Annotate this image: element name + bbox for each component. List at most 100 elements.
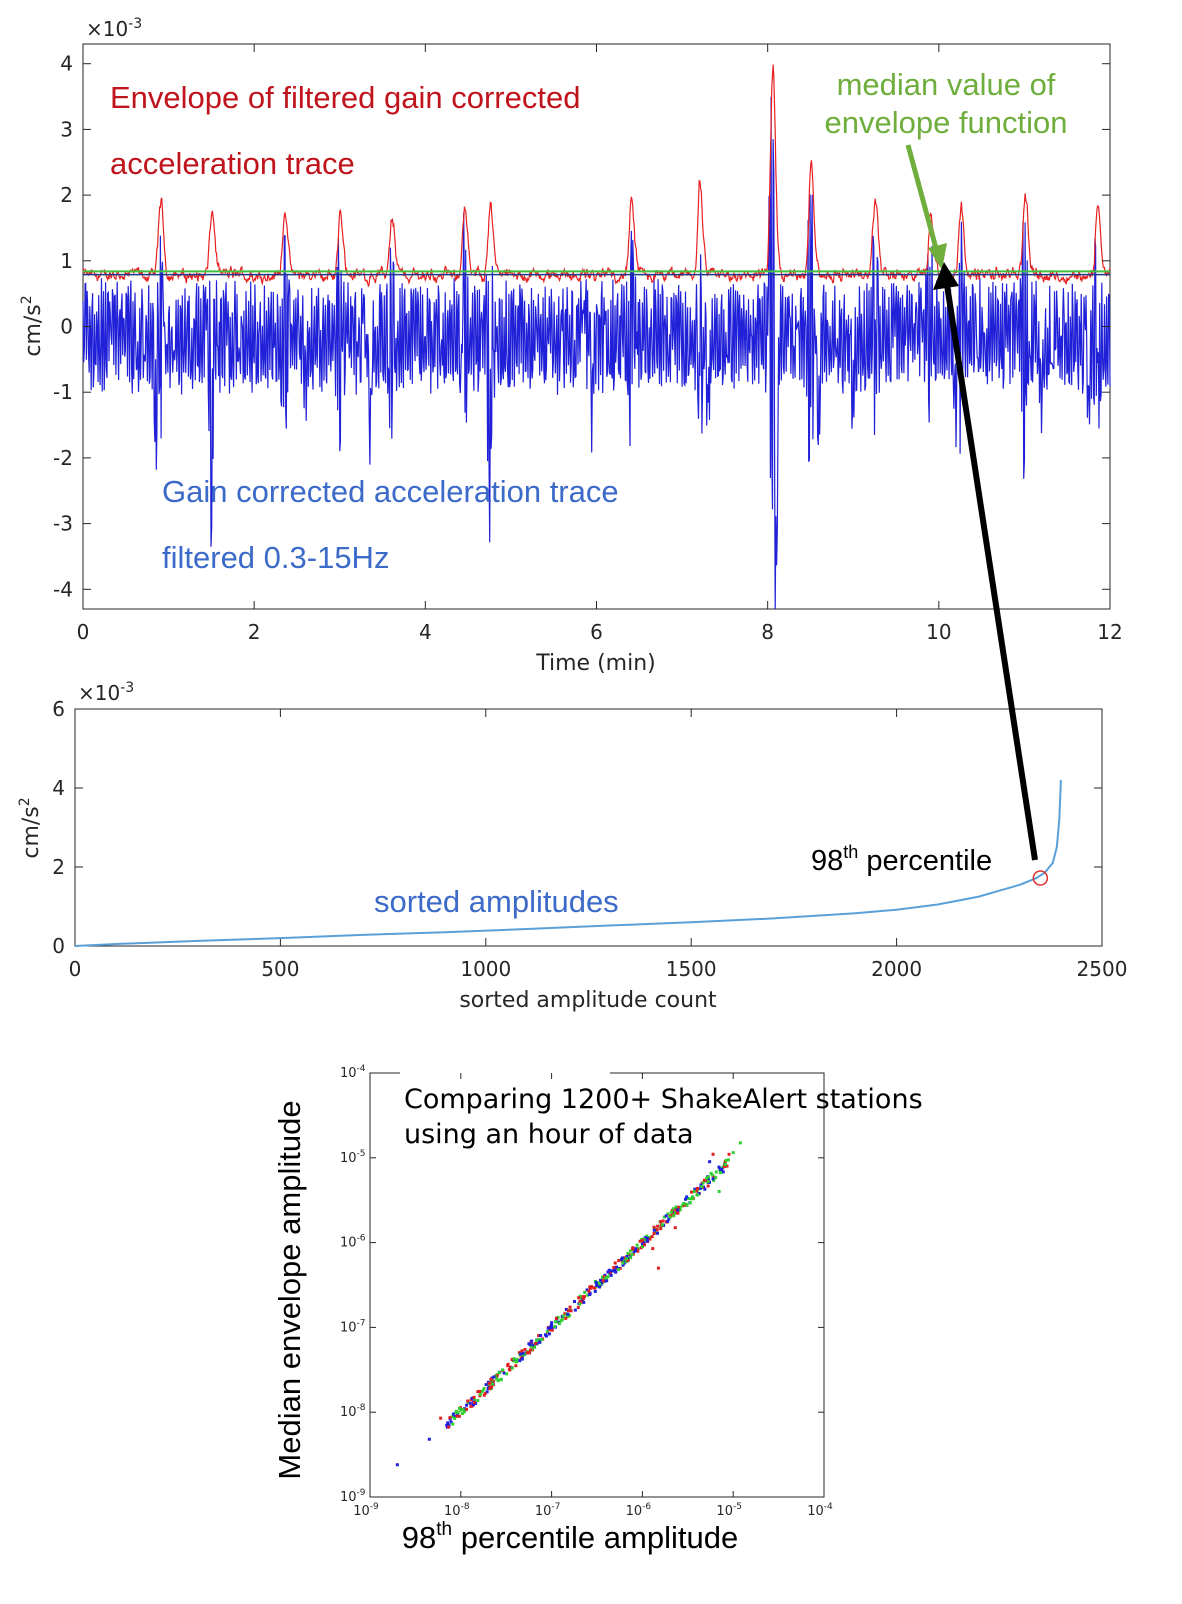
scatter-point bbox=[614, 1270, 618, 1274]
scatter-point bbox=[667, 1217, 671, 1221]
black-arrow bbox=[933, 262, 1038, 861]
scatter-point bbox=[476, 1390, 480, 1394]
top-xtick-label: 2 bbox=[248, 620, 261, 644]
scatter-point bbox=[582, 1295, 586, 1299]
scatter-point bbox=[652, 1232, 656, 1236]
scatter-point bbox=[656, 1266, 660, 1270]
top-ytick-label: 4 bbox=[60, 52, 73, 76]
scatter-point bbox=[576, 1305, 580, 1309]
top-ytick-label: -2 bbox=[53, 446, 73, 470]
scatter-point bbox=[676, 1211, 680, 1215]
scatter-point bbox=[693, 1187, 697, 1191]
top-ylabel: cm/s2 bbox=[19, 295, 46, 356]
top-xtick-label: 10 bbox=[926, 620, 951, 644]
scatter-point bbox=[549, 1323, 553, 1327]
bottom-ytick-label: 10-4 bbox=[340, 1064, 366, 1081]
scatter-point bbox=[447, 1423, 451, 1427]
scatter-point bbox=[650, 1235, 654, 1239]
scatter-point bbox=[643, 1243, 647, 1247]
scatter-point bbox=[589, 1285, 593, 1289]
scatter-point bbox=[548, 1328, 552, 1332]
scatter-point bbox=[459, 1408, 463, 1412]
top-xlabel: Time (min) bbox=[535, 651, 656, 676]
middle-ytick-label: 4 bbox=[52, 776, 65, 800]
scatter-point bbox=[711, 1152, 715, 1156]
scatter-point bbox=[607, 1268, 611, 1272]
scatter-point bbox=[671, 1207, 675, 1211]
scatter-point bbox=[626, 1252, 630, 1256]
scatter-point bbox=[482, 1393, 486, 1397]
scatter-point bbox=[465, 1403, 469, 1407]
scatter-point bbox=[598, 1278, 602, 1282]
bottom-ytick-label: 10-7 bbox=[340, 1318, 366, 1335]
scatter-point bbox=[617, 1268, 621, 1272]
scatter-point bbox=[676, 1208, 680, 1212]
scatter-point bbox=[669, 1210, 673, 1214]
scatter-point bbox=[613, 1261, 617, 1265]
bottom-xtick-label: 10-8 bbox=[444, 1502, 470, 1519]
scatter-point bbox=[472, 1400, 476, 1404]
scatter-point bbox=[564, 1307, 568, 1311]
trace-annotation-line2: filtered 0.3-15Hz bbox=[162, 540, 389, 575]
scatter-point bbox=[525, 1351, 529, 1355]
middle-xtick-label: 500 bbox=[261, 957, 299, 981]
scatter-point bbox=[515, 1357, 519, 1361]
scatter-point bbox=[642, 1238, 646, 1242]
scatter-point bbox=[451, 1422, 455, 1426]
scatter-point bbox=[521, 1351, 525, 1355]
percentile-98-label: 98th percentile bbox=[811, 842, 992, 877]
scatter-point bbox=[670, 1208, 674, 1212]
scatter-point bbox=[620, 1256, 624, 1260]
scatter-point bbox=[470, 1396, 474, 1400]
middle-xtick-label: 0 bbox=[69, 957, 82, 981]
scatter-point bbox=[572, 1300, 576, 1304]
scatter-point bbox=[723, 1163, 727, 1167]
scatter-point bbox=[598, 1285, 602, 1289]
scatter-point bbox=[703, 1187, 707, 1191]
scatter-point bbox=[488, 1387, 492, 1391]
scatter-point bbox=[704, 1179, 708, 1183]
scatter-point bbox=[446, 1421, 450, 1425]
scatter-point bbox=[636, 1249, 640, 1253]
acceleration-trace-line bbox=[82, 96, 1111, 610]
scatter-point bbox=[673, 1211, 677, 1215]
median-annotation-line2: envelope function bbox=[824, 105, 1067, 140]
scatter-point bbox=[662, 1215, 666, 1219]
scatter-point bbox=[453, 1414, 457, 1418]
scatter-point bbox=[577, 1296, 581, 1300]
scatter-point bbox=[439, 1416, 443, 1420]
scatter-point bbox=[478, 1389, 482, 1393]
scatter-point bbox=[711, 1177, 715, 1181]
scatter-point bbox=[497, 1370, 501, 1374]
scatter-point bbox=[659, 1220, 663, 1224]
scatter-point bbox=[651, 1247, 655, 1251]
scatter-point bbox=[621, 1263, 625, 1267]
scatter-point bbox=[592, 1286, 596, 1290]
scatter-point bbox=[514, 1364, 518, 1368]
scatter-point bbox=[491, 1379, 495, 1383]
scatter-point bbox=[461, 1408, 465, 1412]
scatter-point bbox=[622, 1256, 626, 1260]
scatter-point bbox=[731, 1151, 735, 1155]
bottom-ytick-label: 10-9 bbox=[340, 1488, 366, 1505]
bottom-xtick-label: 10-7 bbox=[535, 1502, 561, 1519]
top-ytick-label: 0 bbox=[60, 315, 73, 339]
scatter-point bbox=[706, 1180, 710, 1184]
scatter-point bbox=[685, 1203, 689, 1207]
scatter-point bbox=[707, 1177, 711, 1181]
scatter-point bbox=[520, 1349, 524, 1353]
scatter-point bbox=[668, 1215, 672, 1219]
scatter-point bbox=[554, 1316, 558, 1320]
middle-ytick-label: 2 bbox=[52, 855, 65, 879]
scatter-point bbox=[678, 1208, 682, 1212]
scatter-point bbox=[659, 1227, 663, 1231]
bottom-xtick-label: 10-4 bbox=[807, 1502, 833, 1519]
sorted-amplitude-line bbox=[74, 780, 1062, 947]
scatter-point bbox=[543, 1333, 547, 1337]
middle-ticks: 0 500 1000 1500 2000 2500 0 2 4 6 bbox=[52, 697, 1127, 981]
middle-plot-area bbox=[74, 708, 1103, 947]
scatter-point bbox=[466, 1399, 470, 1403]
middle-xlabel: sorted amplitude count bbox=[459, 988, 717, 1013]
scatter-ylabel: Median envelope amplitude bbox=[272, 1100, 307, 1479]
